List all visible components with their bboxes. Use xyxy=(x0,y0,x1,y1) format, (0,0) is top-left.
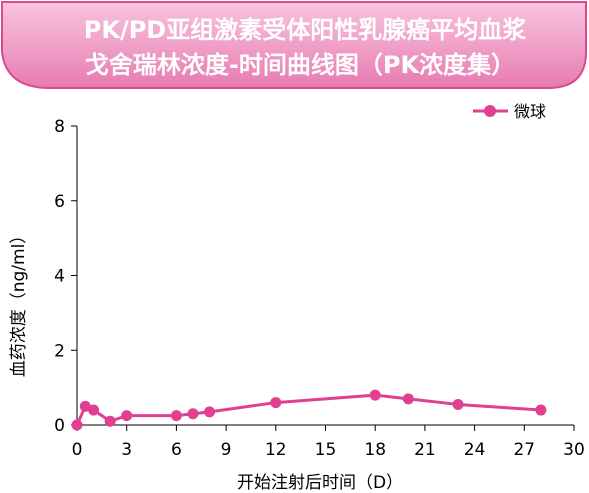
x-tick-label: 27 xyxy=(513,440,535,460)
title-banner: PK/PD亚组激素受体阳性乳腺癌平均血浆 戈舍瑞林浓度-时间曲线图（PK浓度集） xyxy=(0,1,587,89)
data-point xyxy=(170,410,182,422)
x-tick-label: 24 xyxy=(464,440,486,460)
data-point xyxy=(402,393,414,405)
x-tick-label: 21 xyxy=(414,440,436,460)
y-axis-label: 血药浓度（ng/ml） xyxy=(9,227,29,378)
data-point xyxy=(369,389,381,401)
legend-label: 微球 xyxy=(514,102,546,121)
y-axis-ticks: 0 2 4 6 8 xyxy=(54,117,77,436)
x-tick-label: 15 xyxy=(315,440,337,460)
data-point xyxy=(270,397,282,409)
data-point xyxy=(104,415,116,427)
x-axis-ticks: 0 3 6 9 12 15 18 21 24 27 30 xyxy=(72,425,585,460)
x-tick-label: 3 xyxy=(121,440,132,460)
x-tick-label: 30 xyxy=(563,440,585,460)
x-tick-label: 9 xyxy=(221,440,232,460)
data-point xyxy=(71,419,83,431)
data-point xyxy=(452,398,464,410)
legend-marker xyxy=(484,105,496,117)
y-tick-label: 2 xyxy=(54,341,65,361)
data-point xyxy=(79,400,91,412)
y-tick-label: 4 xyxy=(54,267,65,287)
x-axis-label: 开始注射后时间（D） xyxy=(237,473,403,493)
y-tick-label: 8 xyxy=(54,117,65,137)
data-point xyxy=(204,406,216,418)
data-point xyxy=(121,410,133,422)
y-tick-label: 6 xyxy=(54,192,65,212)
series-layer xyxy=(71,389,547,431)
data-point xyxy=(88,404,100,416)
chart-title-line-1: PK/PD亚组激素受体阳性乳腺癌平均血浆 xyxy=(84,16,527,44)
title-banner-shape xyxy=(0,1,587,89)
x-tick-label: 12 xyxy=(265,440,287,460)
series-line xyxy=(75,393,541,426)
x-tick-label: 6 xyxy=(171,440,182,460)
y-tick-label: 0 xyxy=(54,416,65,436)
data-point xyxy=(187,408,199,420)
legend: 微球 xyxy=(473,102,546,121)
x-tick-label: 0 xyxy=(72,440,83,460)
data-point xyxy=(535,404,547,416)
chart-title-line-2: 戈舍瑞林浓度-时间曲线图（PK浓度集） xyxy=(85,51,515,79)
x-tick-label: 18 xyxy=(364,440,386,460)
